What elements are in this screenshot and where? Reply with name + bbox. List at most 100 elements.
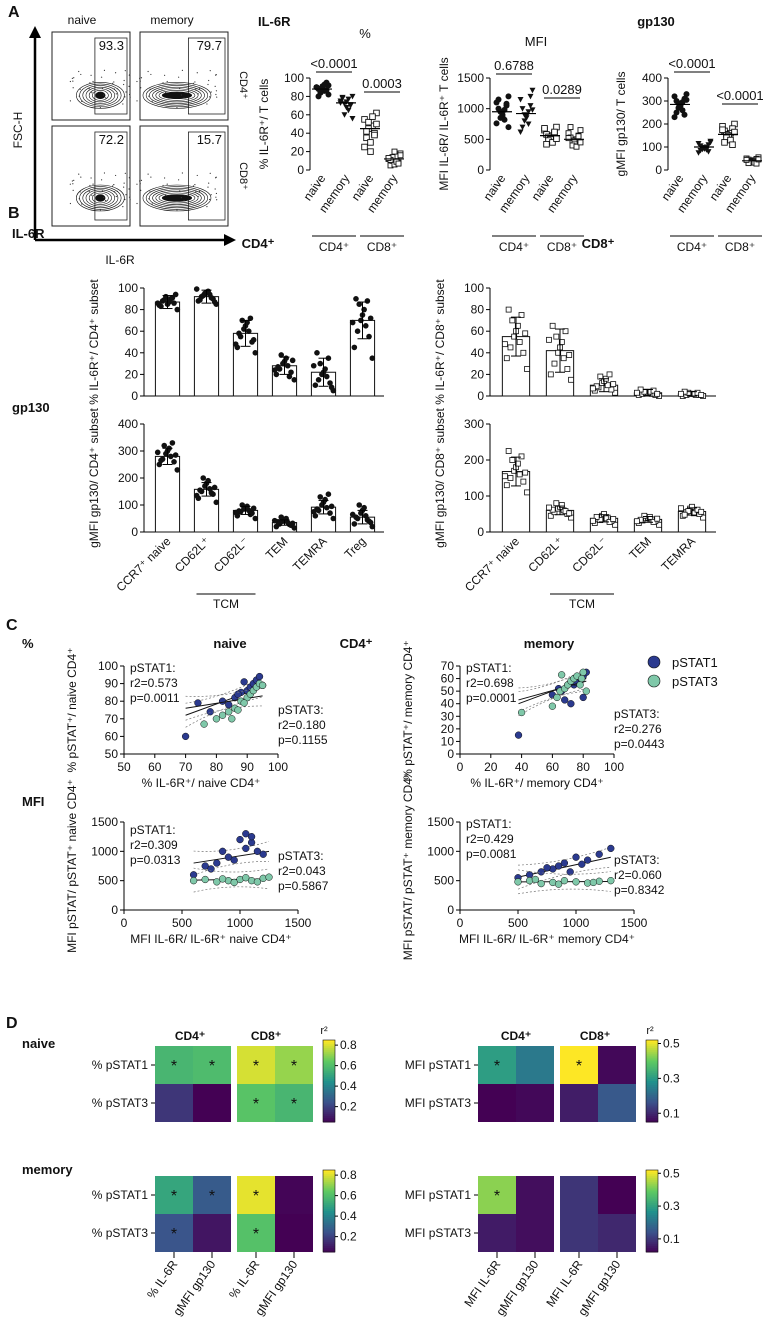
data-point: [171, 300, 177, 306]
y-tick-label: 90: [105, 677, 119, 691]
colorbar-tick-label: 0.1: [663, 1232, 680, 1246]
y-tick-label: 100: [464, 489, 484, 503]
y-tick-label: 80: [291, 89, 305, 103]
data-point: [566, 510, 573, 517]
flow-event: [123, 79, 125, 82]
colorbar-segment: [646, 1225, 658, 1228]
data-point: [558, 502, 565, 508]
data-point: [566, 352, 573, 358]
data-point: [743, 156, 750, 163]
flow-event: [113, 88, 116, 90]
significance-star: *: [171, 1188, 177, 1205]
group-label: TCM: [213, 597, 239, 611]
legend-pstat1-label: pSTAT1: [672, 655, 718, 670]
heatmap-cell: [275, 1084, 313, 1122]
y-axis-label: % IL-6R⁺/ CD4⁺ subset: [87, 279, 101, 405]
row-label: MFI pSTAT3: [405, 1096, 472, 1110]
panel-c-cd4-heading: CD4⁺: [340, 636, 373, 651]
y-tick-label: 1000: [91, 844, 118, 858]
data-point: [656, 521, 662, 528]
data-point: [543, 864, 551, 872]
data-point: [323, 373, 330, 380]
flow-event: [166, 80, 168, 83]
colorbar-frame: [322, 1039, 336, 1123]
panel-c-mfi-heading: MFI: [22, 794, 44, 809]
data-point: [517, 129, 524, 135]
flow-event: [114, 72, 117, 74]
flow-event: [183, 97, 185, 99]
data-point: [367, 148, 374, 155]
colorbar-segment: [323, 1233, 335, 1237]
data-point: [681, 111, 688, 118]
group-label: CD4⁺: [319, 240, 349, 254]
colorbar-segment: [646, 1198, 658, 1202]
heatmap-cell: [478, 1084, 516, 1122]
panel-label-b: B: [8, 205, 20, 222]
data-point: [236, 835, 244, 844]
data-point: [351, 344, 358, 351]
flow-gate-percentage: 15.7: [197, 132, 222, 147]
data-point: [681, 511, 688, 518]
data-point: [517, 96, 524, 103]
colorbar-segment: [323, 1202, 335, 1206]
flow-contour: [161, 194, 193, 202]
data-point: [242, 830, 250, 838]
data-point: [213, 859, 221, 867]
colorbar-segment: [646, 1048, 658, 1051]
flow-gate: [187, 37, 226, 115]
flow-event: [164, 177, 166, 179]
row-label: % pSTAT3: [92, 1226, 149, 1240]
significance-star: *: [253, 1058, 259, 1075]
flow-plot-frame: [51, 125, 131, 227]
colorbar-segment: [646, 1178, 658, 1181]
data-point: [158, 457, 164, 464]
data-point: [698, 392, 705, 398]
flow-event: [147, 70, 149, 73]
flow-event: [161, 190, 163, 192]
colorbar-tick-label: 0.4: [340, 1079, 357, 1093]
data-point: [671, 114, 678, 121]
colorbar-segment: [323, 1040, 335, 1043]
data-point: [673, 109, 680, 116]
data-point: [317, 494, 324, 500]
chart-B_cd8_il6r: 0 20 40 60 80 100 % IL-6R⁺/ CD8⁺ subset: [433, 279, 716, 405]
panel-b-cd8-heading: CD8⁺: [582, 236, 615, 251]
stat-r2: r2=0.429: [466, 832, 514, 846]
data-point: [228, 715, 236, 723]
chart-C_naive_mfi: 0 500 1000 1500 0 500 1000 1500 MFI IL-6R/ IL-6R…: [65, 779, 329, 953]
data-point: [575, 133, 582, 140]
y-tick-label: 20: [471, 367, 485, 381]
data-point: [671, 93, 678, 100]
data-point: [553, 135, 560, 142]
flow-event: [113, 81, 115, 83]
data-point: [343, 104, 350, 111]
chart-C_naive_pct: 50 60 70 80 90 100 50 60 70 80 90 100 % IL-6R⁺/ naiv…: [65, 648, 328, 790]
data-point: [286, 373, 293, 380]
x-category-label: CCR7⁺ naive: [113, 534, 173, 594]
x-category-label: TEMRA: [290, 534, 330, 574]
data-point: [361, 143, 368, 151]
flow-event: [128, 196, 131, 198]
y-tick-label: 300: [118, 444, 138, 458]
data-point: [353, 296, 359, 302]
stat-r2: r2=0.698: [466, 676, 514, 690]
data-point: [543, 140, 550, 148]
flow-event: [81, 100, 83, 102]
data-point: [395, 160, 402, 167]
flow-event: [195, 88, 197, 90]
flow-event: [207, 186, 209, 188]
flow-event: [136, 80, 138, 83]
flow-event: [136, 183, 138, 185]
flow-event: [91, 194, 93, 196]
flow-event: [151, 203, 153, 205]
flow-event: [147, 173, 149, 175]
data-point: [527, 93, 534, 100]
data-point: [289, 357, 296, 364]
x-tick-label: 80: [210, 760, 224, 774]
data-point: [548, 702, 557, 710]
flow-event: [80, 73, 82, 76]
x-tick-label: 70: [179, 760, 193, 774]
colorbar-segment: [646, 1089, 658, 1092]
heatmap-cell: [275, 1214, 313, 1252]
flow-event: [195, 191, 197, 193]
